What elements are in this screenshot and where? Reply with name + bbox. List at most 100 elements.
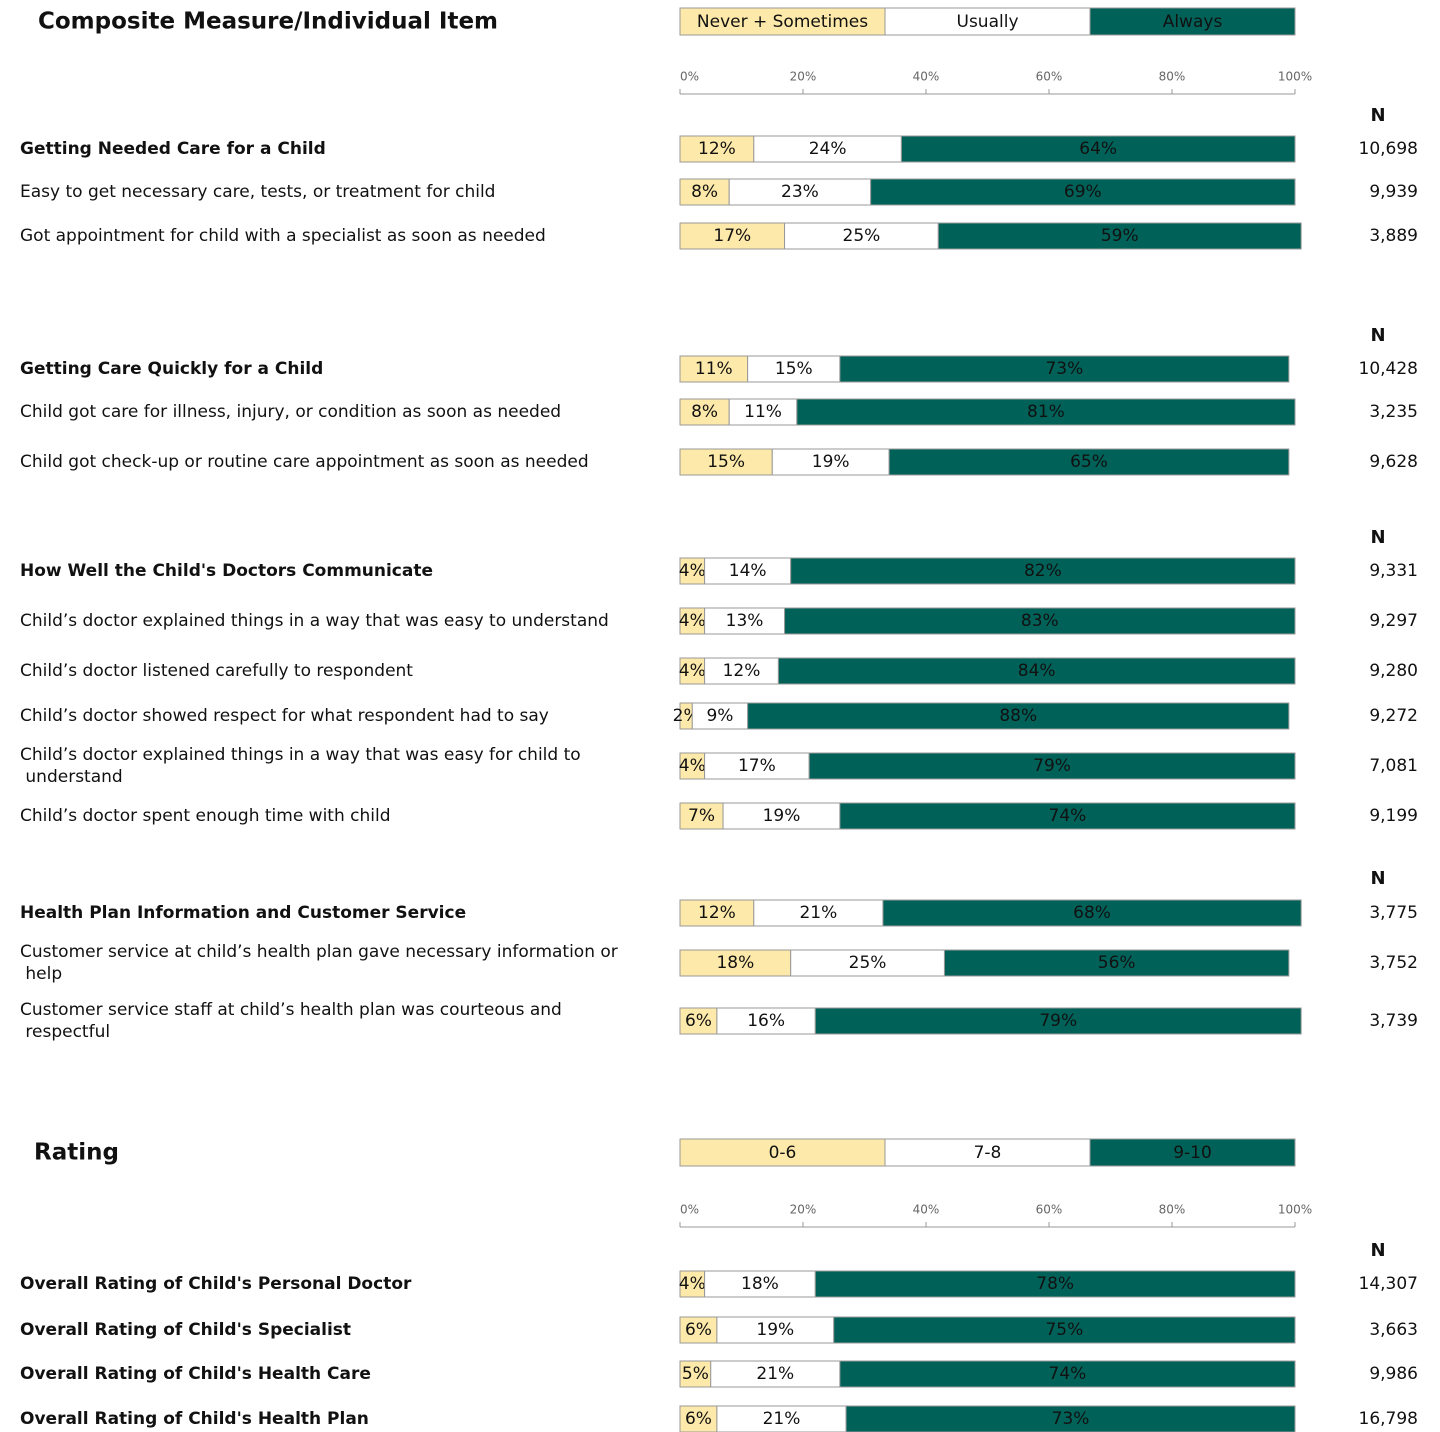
row-label: Child got check-up or routine care appoi… [20, 452, 589, 472]
legend-label: 0-6 [769, 1143, 797, 1163]
n-header: N [1370, 325, 1385, 346]
bar-segment [679, 557, 706, 585]
bar-segment [716, 1405, 847, 1432]
bar-segment [716, 1007, 816, 1035]
n-value: 16,798 [1359, 1409, 1418, 1429]
value-label: 74% [1049, 806, 1087, 826]
legend-label: 9-10 [1173, 1143, 1212, 1163]
n-value: 10,428 [1359, 359, 1418, 379]
value-label: 17% [738, 756, 776, 776]
value-label: 56% [1098, 953, 1136, 973]
x-tick-label: 20% [790, 1203, 817, 1217]
value-label: 82% [1024, 561, 1062, 581]
x-tick-label: 60% [1036, 70, 1063, 84]
value-label: 7% [688, 806, 715, 826]
value-label: 59% [1101, 226, 1139, 246]
value-label: 24% [809, 139, 847, 159]
n-value: 9,939 [1369, 182, 1418, 202]
bar-segment [784, 222, 939, 250]
value-label: 16% [747, 1011, 785, 1031]
legend-label: Never + Sometimes [697, 12, 868, 32]
bar-segment [679, 607, 706, 635]
value-label: 6% [685, 1011, 712, 1031]
bar-segment [679, 657, 706, 685]
n-value: 3,663 [1369, 1320, 1418, 1340]
value-label: 13% [726, 611, 764, 631]
bar-segment [777, 657, 1296, 685]
legend-label: Always [1163, 12, 1223, 32]
n-header: N [1370, 868, 1385, 889]
x-tick-label: 0% [680, 70, 699, 84]
row-label: Child’s doctor spent enough time with ch… [20, 806, 391, 826]
x-tick-label: 0% [680, 1203, 699, 1217]
n-value: 9,272 [1369, 706, 1418, 726]
row-label: Customer service at child’s health plan … [20, 942, 618, 984]
bar-segment [937, 222, 1302, 250]
legend-label: 7-8 [974, 1143, 1002, 1163]
value-label: 9% [706, 706, 733, 726]
bar-segment [784, 607, 1296, 635]
bar-segment [679, 398, 730, 426]
n-header: N [1370, 1240, 1385, 1261]
value-label: 68% [1073, 903, 1111, 923]
value-label: 18% [716, 953, 754, 973]
value-label: 17% [713, 226, 751, 246]
bar-segment [796, 398, 1296, 426]
value-label: 74% [1049, 1364, 1087, 1384]
row-label: Overall Rating of Child's Specialist [20, 1320, 351, 1340]
x-tick-label: 100% [1278, 70, 1312, 84]
bar-segment [943, 949, 1290, 977]
bar-segment [679, 355, 749, 383]
bar-segment [728, 398, 798, 426]
row-label: Overall Rating of Child's Health Care [20, 1364, 371, 1384]
n-header: N [1370, 527, 1385, 548]
value-label: 19% [756, 1320, 794, 1340]
value-label: 19% [763, 806, 801, 826]
x-tick-label: 80% [1159, 70, 1186, 84]
bar-segment [679, 1405, 718, 1432]
bar-segment [753, 135, 902, 163]
row-label: Overall Rating of Child's Personal Docto… [20, 1274, 412, 1294]
n-value: 10,698 [1359, 139, 1418, 159]
bar-segment [691, 702, 749, 730]
x-tick-label: 80% [1159, 1203, 1186, 1217]
row-label: Got appointment for child with a special… [20, 226, 546, 246]
value-label: 12% [698, 903, 736, 923]
value-label: 4% [679, 661, 706, 681]
value-label: 18% [741, 1274, 779, 1294]
bar-segment [710, 1360, 841, 1388]
x-tick-label: 100% [1278, 1203, 1312, 1217]
row-label: Overall Rating of Child's Health Plan [20, 1409, 369, 1429]
row-label: Child’s doctor listened carefully to res… [20, 661, 413, 681]
bar-segment [771, 448, 890, 476]
row-label: Child got care for illness, injury, or c… [20, 402, 561, 422]
bar-segment [845, 1405, 1296, 1432]
bar-segment [888, 448, 1290, 476]
x-tick-label: 20% [790, 70, 817, 84]
value-label: 11% [744, 402, 782, 422]
bar-segment [870, 178, 1296, 206]
bar-segment [808, 752, 1296, 780]
bar-segment [679, 448, 773, 476]
bar-segment [747, 702, 1290, 730]
value-label: 21% [763, 1409, 801, 1429]
value-label: 84% [1018, 661, 1056, 681]
row-label: Easy to get necessary care, tests, or tr… [20, 182, 495, 202]
value-label: 73% [1045, 359, 1083, 379]
value-label: 4% [679, 756, 706, 776]
value-label: 12% [698, 139, 736, 159]
row-label: Getting Needed Care for a Child [20, 139, 326, 159]
legend-swatch [1089, 7, 1296, 36]
value-label: 88% [999, 706, 1037, 726]
value-label: 79% [1033, 756, 1071, 776]
x-tick-label: 60% [1036, 1203, 1063, 1217]
value-label: 15% [707, 452, 745, 472]
n-header: N [1370, 105, 1385, 126]
x-tick-label: 40% [913, 70, 940, 84]
value-label: 14% [729, 561, 767, 581]
value-label: 6% [685, 1409, 712, 1429]
n-value: 3,752 [1369, 953, 1418, 973]
bar-segment [839, 802, 1296, 830]
bar-segment [839, 355, 1290, 383]
